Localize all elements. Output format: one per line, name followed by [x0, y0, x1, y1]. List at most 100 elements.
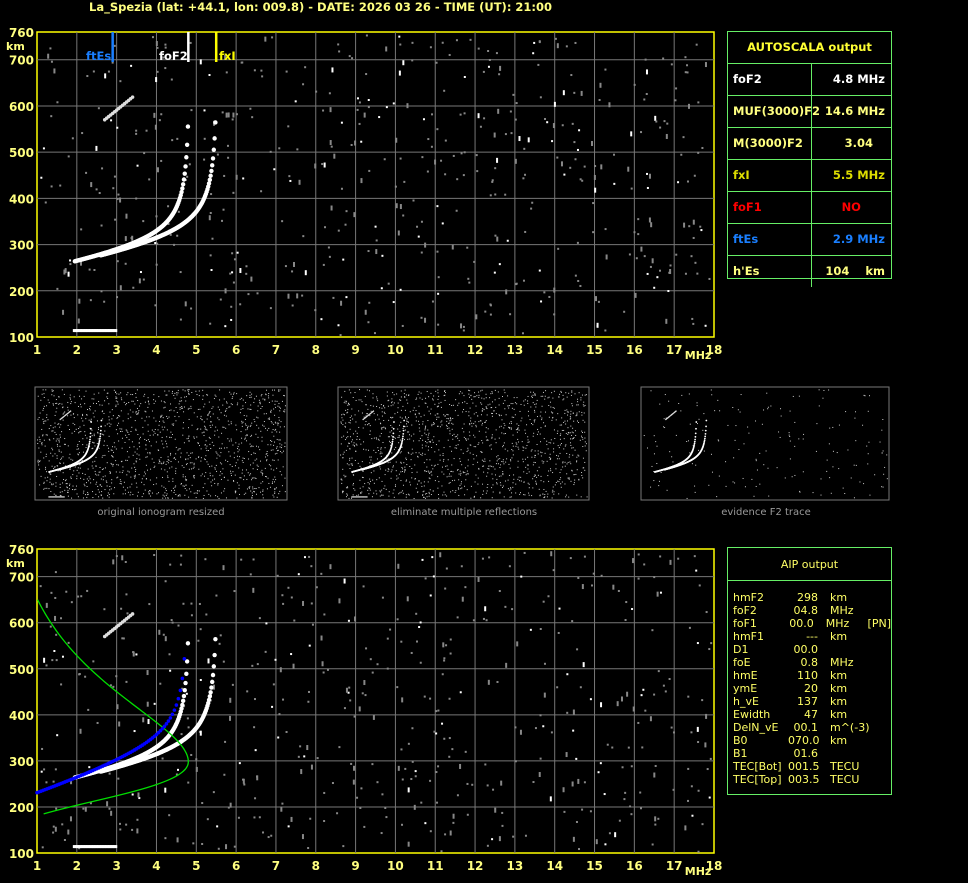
noise-dot [526, 472, 528, 474]
noise-dot [384, 413, 386, 415]
noise-dot [277, 459, 279, 461]
noise-dot [650, 222, 653, 228]
es-trace-point [56, 496, 58, 498]
noise-dot [398, 442, 400, 444]
noise-dot [171, 423, 173, 425]
noise-dot [228, 451, 230, 453]
noise-dot [467, 438, 469, 440]
noise-dot [454, 436, 456, 438]
noise-dot [84, 473, 86, 475]
noise-dot [426, 466, 428, 468]
noise-dot [520, 480, 522, 482]
noise-dot [79, 464, 81, 466]
noise-dot [555, 482, 557, 484]
noise-dot [548, 480, 550, 482]
noise-dot [165, 490, 167, 492]
noise-dot [141, 496, 143, 498]
noise-dot [379, 495, 381, 497]
noise-dot [180, 452, 182, 454]
noise-dot [669, 559, 672, 565]
noise-dot [108, 422, 110, 424]
noise-dot [37, 459, 39, 461]
noise-dot [206, 394, 208, 396]
noise-dot [694, 491, 696, 493]
noise-dot [103, 412, 105, 414]
noise-dot [66, 486, 68, 488]
noise-dot [399, 439, 401, 441]
noise-dot [64, 411, 66, 413]
noise-dot [705, 713, 708, 719]
noise-dot [101, 433, 103, 435]
noise-dot [176, 394, 178, 396]
noise-dot [666, 489, 668, 491]
noise-dot [145, 478, 147, 480]
noise-dot [513, 397, 515, 399]
noise-dot [225, 844, 228, 850]
noise-dot [43, 407, 45, 409]
noise-dot [248, 451, 250, 453]
noise-dot [119, 479, 121, 481]
noise-dot [816, 423, 818, 425]
x-tick-label: 18 [706, 343, 723, 357]
noise-dot [437, 425, 439, 427]
noise-dot [436, 250, 439, 253]
noise-dot [500, 464, 502, 466]
noise-dot [487, 483, 489, 485]
noise-dot [584, 441, 586, 443]
noise-dot [623, 310, 626, 313]
ionogram-thumbnail [34, 386, 288, 501]
noise-dot [378, 439, 380, 441]
noise-dot [175, 472, 177, 474]
noise-dot [830, 492, 832, 494]
noise-dot [385, 469, 387, 471]
noise-dot [866, 445, 868, 447]
noise-dot [144, 489, 146, 491]
noise-dot [248, 486, 250, 488]
noise-dot [148, 403, 150, 405]
noise-dot [46, 434, 48, 436]
noise-dot [499, 491, 501, 493]
noise-dot [388, 495, 390, 497]
noise-dot [122, 493, 124, 495]
noise-dot [398, 493, 400, 495]
noise-dot [459, 484, 461, 486]
noise-dot [594, 165, 597, 168]
noise-dot [120, 397, 122, 399]
noise-dot [547, 493, 549, 495]
noise-dot [697, 151, 700, 154]
noise-dot [141, 481, 143, 483]
noise-dot [493, 132, 496, 138]
noise-dot [116, 424, 118, 426]
noise-dot [142, 426, 144, 428]
noise-dot [480, 390, 482, 392]
noise-dot [44, 487, 46, 489]
noise-dot [156, 477, 158, 479]
noise-dot [422, 494, 424, 496]
noise-dot [43, 439, 45, 441]
noise-dot [103, 300, 106, 303]
noise-dot [97, 428, 99, 430]
noise-dot [39, 440, 41, 442]
noise-dot [102, 497, 104, 499]
noise-dot [266, 389, 268, 391]
noise-dot [170, 78, 173, 81]
noise-dot [247, 427, 249, 429]
noise-dot [338, 50, 341, 53]
noise-dot [565, 423, 567, 425]
noise-dot [201, 473, 203, 475]
noise-dot [83, 490, 85, 492]
noise-dot [212, 413, 214, 415]
noise-dot [58, 403, 60, 405]
noise-dot [374, 225, 377, 228]
noise-dot [72, 422, 74, 424]
noise-dot [128, 439, 130, 441]
noise-dot [121, 472, 123, 474]
noise-dot [428, 441, 430, 443]
noise-dot [475, 154, 478, 157]
noise-dot [478, 442, 480, 444]
noise-dot [510, 487, 512, 489]
noise-dot [47, 419, 49, 421]
noise-dot [180, 483, 182, 485]
noise-dot [62, 406, 64, 408]
noise-dot [202, 497, 204, 499]
